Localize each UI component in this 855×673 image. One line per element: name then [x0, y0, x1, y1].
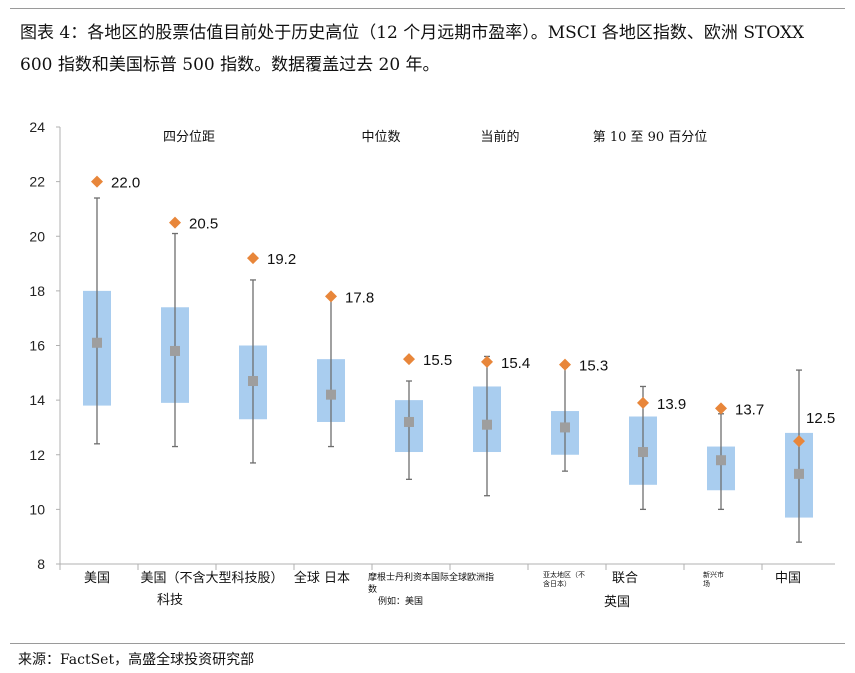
current-value-label: 19.2 [267, 251, 296, 268]
y-tick-label: 24 [29, 119, 45, 135]
y-tick-label: 20 [29, 228, 45, 244]
y-tick-label: 14 [29, 392, 45, 408]
category-label: 场 [703, 579, 710, 588]
y-tick-label: 18 [29, 283, 45, 299]
current-marker [637, 396, 649, 409]
top-rule [10, 8, 845, 9]
legend-label: 第 10 至 90 百分位 [593, 130, 708, 145]
median-marker [638, 447, 648, 458]
figure-title: 图表 4：各地区的股票估值目前处于历史高位（12 个月远期市盈率）。MSCI 各… [20, 23, 805, 75]
current-marker [559, 358, 571, 371]
legend-label: 四分位距 [163, 130, 215, 145]
category-label: 例如：美国 [378, 595, 423, 607]
current-marker [91, 175, 103, 188]
current-marker [715, 402, 727, 415]
median-marker [404, 416, 414, 427]
median-marker [560, 422, 570, 433]
median-marker [482, 419, 492, 430]
current-value-label: 15.5 [423, 352, 452, 369]
category-label: 美国（不含大型科技股） [140, 570, 283, 586]
current-marker [325, 290, 337, 303]
median-marker [716, 455, 726, 466]
category-label: 美国 [84, 571, 110, 586]
median-marker [248, 376, 258, 387]
current-marker [403, 353, 415, 366]
category-label: 亚太地区（不 [543, 570, 585, 579]
bottom-rule [10, 643, 845, 644]
current-value-label: 13.7 [735, 401, 764, 418]
y-tick-label: 16 [29, 338, 45, 354]
y-tick-label: 22 [29, 174, 45, 190]
median-marker [794, 468, 804, 479]
current-value-label: 12.5 [806, 410, 835, 427]
current-marker [169, 216, 181, 229]
category-label: 科技 [157, 593, 183, 608]
median-marker [170, 345, 180, 356]
current-value-label: 13.9 [657, 396, 686, 413]
category-label: 联合 [612, 571, 638, 586]
current-value-label: 20.5 [189, 216, 218, 233]
current-value-label: 17.8 [345, 289, 374, 306]
current-value-label: 22.0 [111, 175, 140, 192]
current-marker [481, 355, 493, 368]
median-marker [92, 337, 102, 348]
category-label: 数 [368, 583, 377, 595]
source-note: 来源：FactSet，高盛全球投资研究部 [18, 652, 255, 668]
legend-label: 中位数 [361, 130, 400, 145]
median-marker [326, 389, 336, 400]
current-value-label: 15.4 [501, 355, 530, 372]
legend-label: 当前的 [480, 129, 519, 145]
y-tick-label: 12 [29, 447, 45, 463]
y-tick-label: 10 [29, 501, 45, 517]
category-label: 英国 [604, 595, 630, 610]
current-marker [793, 435, 805, 448]
category-label: 含日本） [543, 579, 571, 588]
current-marker [247, 252, 259, 265]
current-value-label: 15.3 [579, 358, 608, 375]
category-label: 摩根士丹利资本国际全球欧洲指 [368, 571, 494, 583]
category-label: 新兴市 [703, 570, 724, 579]
category-label: 中国 [775, 571, 801, 586]
category-label: 全球 日本 [294, 570, 350, 586]
y-tick-label: 8 [37, 556, 45, 572]
